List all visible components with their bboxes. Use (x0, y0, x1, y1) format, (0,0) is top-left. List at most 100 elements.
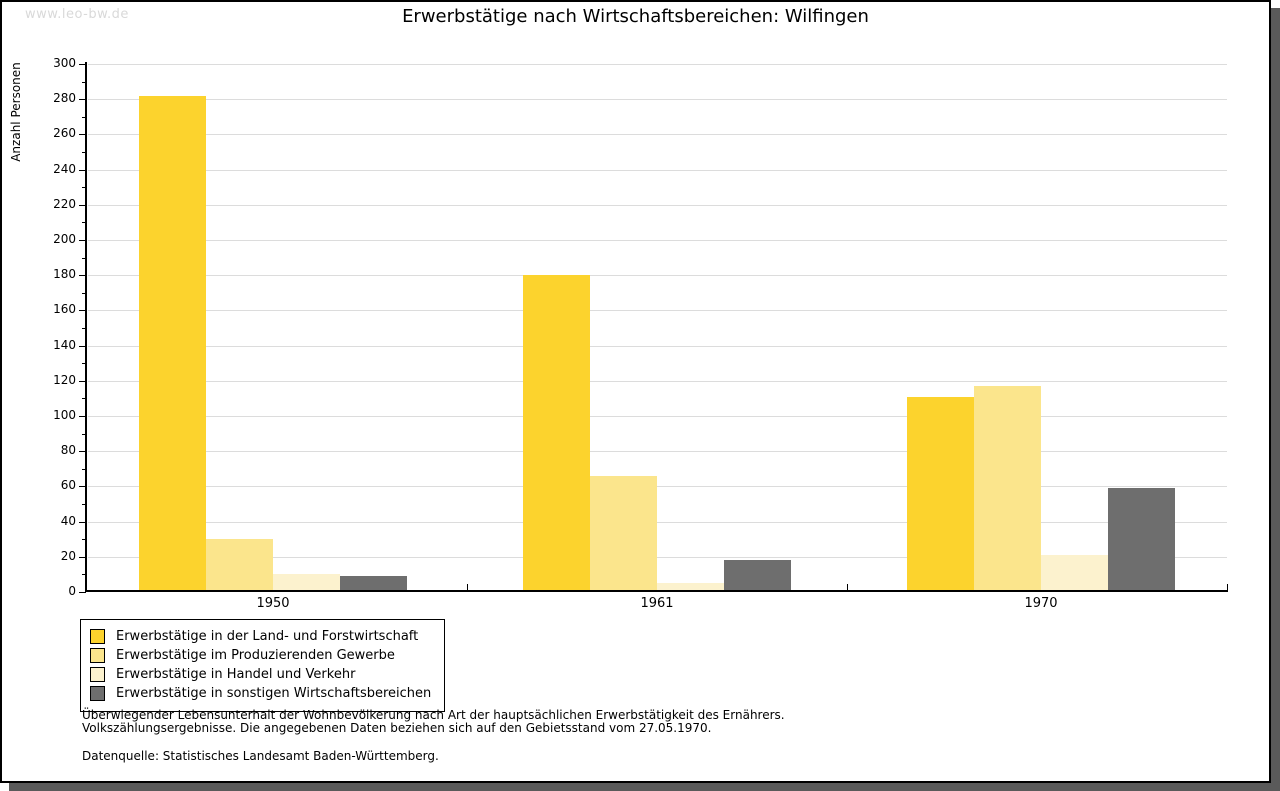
legend-swatch (90, 685, 105, 701)
bar (139, 96, 206, 592)
bar (206, 539, 273, 592)
bar (974, 386, 1041, 592)
legend-item: Erwerbstätige in Handel und Verkehr (90, 666, 431, 682)
y-axis-minor-tick (82, 363, 86, 364)
gridline (88, 346, 1227, 347)
gridline (88, 522, 1227, 523)
footer-note-line2: Volkszählungsergebnisse. Die angegebenen… (82, 721, 712, 735)
chart-title: Erwerbstätige nach Wirtschaftsbereichen:… (402, 6, 869, 27)
y-axis-tick-label: 140 (53, 338, 76, 352)
y-axis-minor-tick (82, 82, 86, 83)
y-axis-tick (79, 134, 86, 135)
bar (657, 583, 724, 592)
y-axis-minor-tick (82, 539, 86, 540)
y-axis-tick-label: 80 (60, 443, 76, 457)
y-axis-tick-label: 60 (60, 478, 76, 492)
y-axis-tick (79, 240, 86, 241)
legend-box: Erwerbstätige in der Land- und Forstwirt… (80, 619, 446, 712)
gridline (88, 310, 1227, 311)
y-axis-tick (79, 522, 86, 523)
y-axis-tick (79, 451, 86, 452)
y-axis-tick (79, 99, 86, 100)
legend-swatch (90, 666, 105, 682)
y-axis-tick (79, 64, 86, 65)
y-axis-tick-label: 260 (53, 126, 76, 140)
bar (1041, 555, 1108, 592)
y-axis-tick-label: 220 (53, 197, 76, 211)
y-axis-minor-tick (82, 258, 86, 259)
gridline (88, 99, 1227, 100)
gridline (88, 134, 1227, 135)
y-axis-tick-label: 240 (53, 162, 76, 176)
x-axis-tick (467, 584, 468, 591)
gridline (88, 486, 1227, 487)
y-axis-minor-tick (82, 187, 86, 188)
legend-label: Erwerbstätige in sonstigen Wirtschaftsbe… (116, 685, 432, 701)
y-axis-tick (79, 592, 86, 593)
y-axis-tick (79, 275, 86, 276)
gridline (88, 64, 1227, 65)
legend-item: Erwerbstätige im Produzierenden Gewerbe (90, 647, 431, 663)
bar (273, 574, 340, 592)
x-axis-tick (1227, 584, 1228, 591)
y-axis-minor-tick (82, 222, 86, 223)
gridline (88, 240, 1227, 241)
y-axis-tick (79, 416, 86, 417)
y-axis-tick (79, 170, 86, 171)
bar (724, 560, 791, 592)
bar (907, 397, 974, 592)
y-axis-minor-tick (82, 469, 86, 470)
bar (590, 476, 657, 592)
y-axis-minor-tick (82, 434, 86, 435)
y-axis-minor-tick (82, 398, 86, 399)
y-axis-tick-label: 0 (68, 584, 76, 598)
legend-swatch (90, 647, 105, 663)
bar (1108, 488, 1175, 592)
gridline (88, 170, 1227, 171)
y-axis-tick (79, 486, 86, 487)
y-axis-minor-tick (82, 504, 86, 505)
legend-item: Erwerbstätige in sonstigen Wirtschaftsbe… (90, 685, 431, 701)
bar (340, 576, 407, 592)
legend-label: Erwerbstätige im Produzierenden Gewerbe (116, 647, 395, 663)
y-axis-tick (79, 205, 86, 206)
legend-label: Erwerbstätige in Handel und Verkehr (116, 666, 356, 682)
x-axis-category-label: 1950 (256, 596, 290, 611)
y-axis-tick (79, 557, 86, 558)
y-axis-minor-tick (82, 293, 86, 294)
x-axis-category-label: 1961 (640, 596, 674, 611)
y-axis-tick-label: 100 (53, 408, 76, 422)
y-axis-tick (79, 310, 86, 311)
plot-area: 0 20 40 60 80 100 120 140 160 180 200 220 240 260 280 3… (2, 2, 1269, 781)
bar (523, 275, 590, 592)
y-axis-tick-label: 120 (53, 373, 76, 387)
y-axis-minor-tick (82, 574, 86, 575)
y-axis-tick (79, 381, 86, 382)
x-axis-tick (847, 584, 848, 591)
footer-note-line1: Überwiegender Lebensunterhalt der Wohnbe… (82, 708, 785, 722)
gridline (88, 275, 1227, 276)
y-axis-line (85, 62, 87, 592)
y-axis-minor-tick (82, 152, 86, 153)
x-axis-line (85, 590, 1228, 592)
y-axis-tick-label: 160 (53, 302, 76, 316)
y-axis-tick (79, 346, 86, 347)
gridline (88, 381, 1227, 382)
gridline (88, 557, 1227, 558)
y-axis-tick-label: 200 (53, 232, 76, 246)
y-axis-minor-tick (82, 328, 86, 329)
legend-label: Erwerbstätige in der Land- und Forstwirt… (116, 628, 419, 644)
y-axis-tick-label: 20 (60, 549, 76, 563)
footer-source: Datenquelle: Statistisches Landesamt Bad… (82, 749, 439, 763)
y-axis-tick-label: 180 (53, 267, 76, 281)
y-axis-minor-tick (82, 117, 86, 118)
watermark: www.leo-bw.de (25, 7, 129, 22)
y-axis-tick-label: 300 (53, 56, 76, 70)
gridline (88, 451, 1227, 452)
gridline (88, 205, 1227, 206)
y-axis-tick-label: 280 (53, 91, 76, 105)
y-axis-tick-label: 40 (60, 514, 76, 528)
legend-item: Erwerbstätige in der Land- und Forstwirt… (90, 628, 431, 644)
x-axis-category-label: 1970 (1024, 596, 1058, 611)
